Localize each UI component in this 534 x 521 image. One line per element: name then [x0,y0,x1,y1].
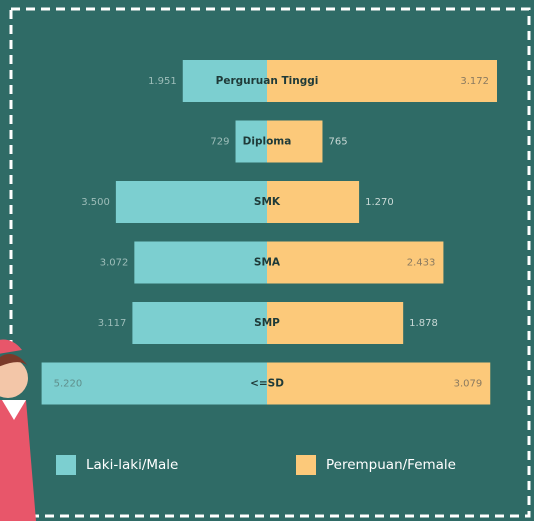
category-label: SMA [254,257,281,269]
legend: Laki-laki/Male Perempuan/Female [56,455,456,475]
value-label-female: 3.172 [460,76,489,87]
value-label-female: 1.878 [409,318,438,329]
bar-female [267,241,444,284]
legend-swatch [56,455,76,475]
value-label-male: 5.220 [54,379,83,390]
value-label-male: 3.072 [100,258,129,269]
bar-male [41,362,267,405]
bar-female [267,60,497,102]
bar-male [115,181,268,223]
value-label-male: 3.117 [98,318,127,329]
category-label: <=SD [250,378,284,390]
category-label: Diploma [243,136,292,148]
bar-male [132,302,267,344]
bar-female [267,120,323,163]
legend-label: Perempuan/Female [326,457,456,473]
bar-female [267,362,491,405]
value-label-male: 1.951 [148,76,177,87]
value-label-female: 765 [328,137,347,148]
value-label-male: 3.500 [81,197,110,208]
category-label: SMK [254,196,281,208]
bar-male [134,241,267,284]
value-label-female: 2.433 [407,258,436,269]
value-label-female: 1.270 [365,197,394,208]
dashed-border [9,7,531,518]
legend-swatch [296,455,316,475]
category-label: SMP [254,317,280,329]
character-illustration [0,339,36,521]
bar-male [182,60,267,102]
legend-label: Laki-laki/Male [86,457,178,473]
bar-male [235,120,267,163]
bar-female [267,302,404,344]
value-label-male: 729 [210,137,229,148]
value-label-female: 3.079 [454,379,483,390]
bar-female [267,181,360,223]
plot: 1.951 3.172 Perguruan Tinggi 729 765 Diploma 3… [41,60,497,405]
category-label: Perguruan Tinggi [216,75,319,87]
